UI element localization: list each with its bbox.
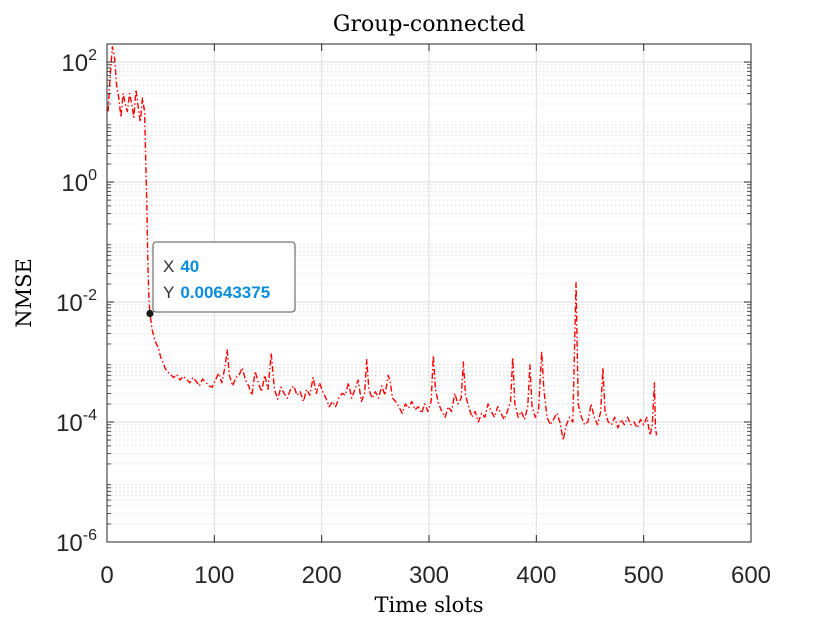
data-tip-x-value: 40 <box>180 257 199 276</box>
x-tick-label: 600 <box>731 562 771 589</box>
data-tip-marker[interactable] <box>146 309 154 318</box>
x-axis-label: Time slots <box>374 593 483 617</box>
y-axis-label: NMSE <box>12 258 36 328</box>
data-tip-x-label: X <box>163 257 174 276</box>
svg-text:X40: X 40 <box>163 257 199 276</box>
x-tick-label: 500 <box>624 562 664 589</box>
x-tick-label: 400 <box>516 562 556 589</box>
x-tick-label: 300 <box>409 562 449 589</box>
y-tick-labels: 10-6 10-4 10-2 100 102 <box>56 47 97 557</box>
series-line-0 <box>107 46 658 441</box>
y-tick-label: 10-2 <box>56 287 97 317</box>
data-tip-box <box>152 241 296 313</box>
x-tick-labels: 0 100 200 300 400 500 600 <box>100 562 771 589</box>
y-tick-label: 100 <box>61 167 97 197</box>
y-tick-label: 10-4 <box>56 407 97 437</box>
x-tick-label: 0 <box>100 562 113 589</box>
tick-marks <box>106 44 752 543</box>
data-tip-y-value: 0.00643375 <box>180 283 270 302</box>
data-tip[interactable]: X 40 Y 0.00643375 <box>146 241 296 318</box>
y-tick-label: 102 <box>61 47 97 77</box>
y-tick-label: 10-6 <box>56 527 97 557</box>
data-tip-y-label: Y <box>163 283 174 302</box>
series-layer <box>107 46 658 441</box>
x-tick-label: 100 <box>194 562 234 589</box>
chart-title: Group-connected <box>333 12 525 37</box>
x-tick-label: 200 <box>302 562 342 589</box>
svg-text:Y0.00643375: Y 0.00643375 <box>163 283 270 302</box>
